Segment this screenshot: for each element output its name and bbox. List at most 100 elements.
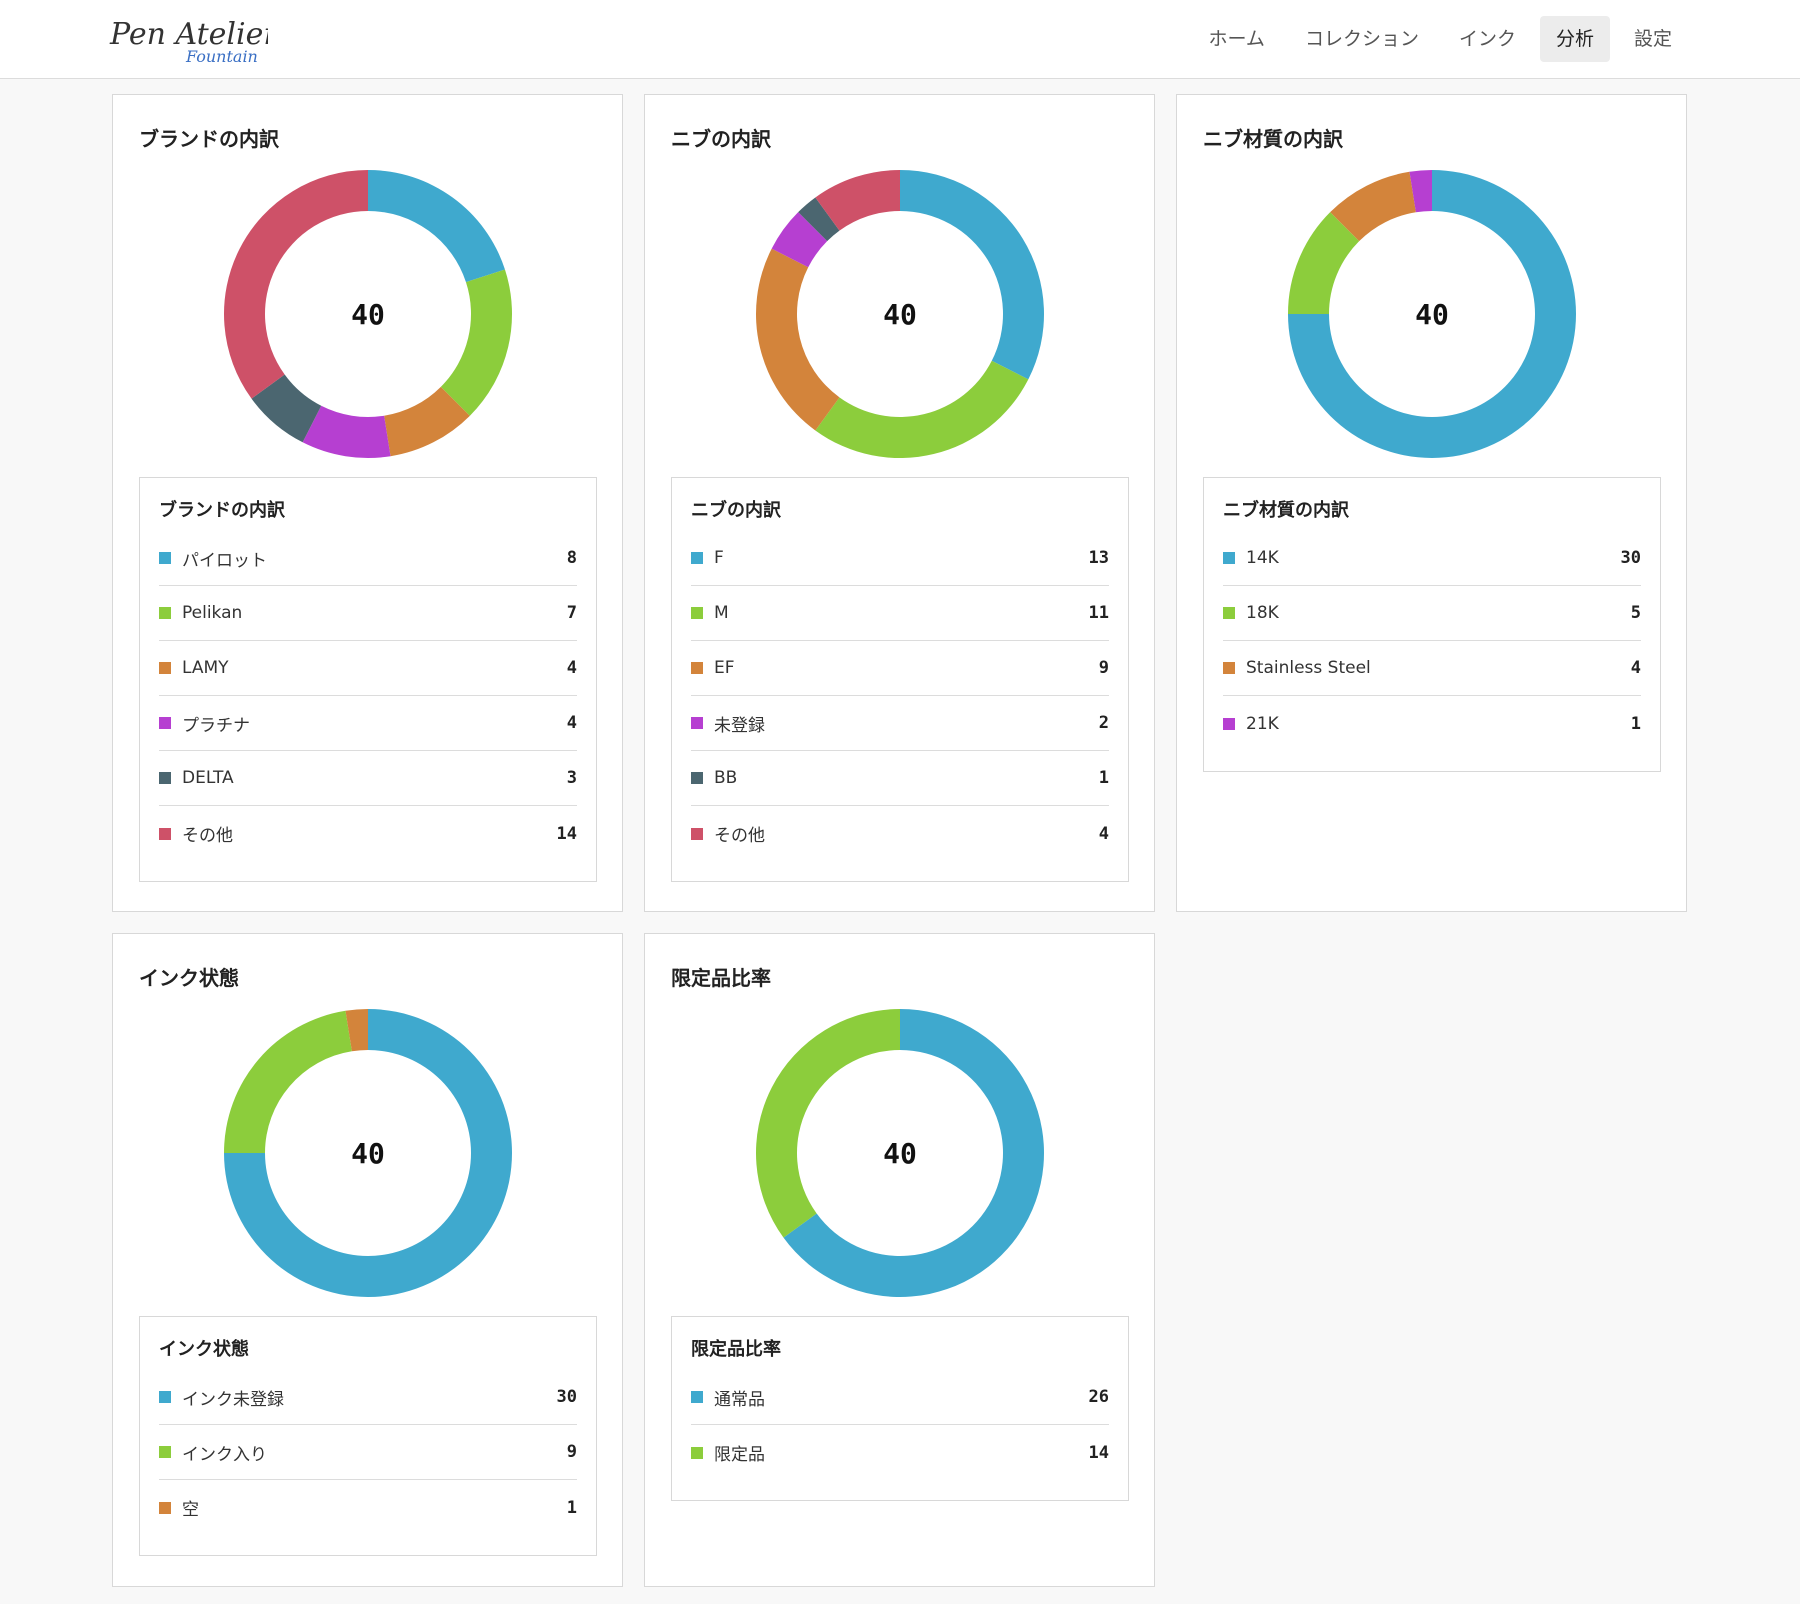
legend-title: ブランドの内訳 xyxy=(159,500,285,521)
app-header: Pen Atelier Fountain ホーム コレクション インク 分析 設… xyxy=(0,0,1800,79)
legend-swatch xyxy=(159,717,171,729)
legend-value: 13 xyxy=(1088,548,1109,568)
legend-row: M 11 xyxy=(691,586,1109,641)
legend-value: 14 xyxy=(1088,1442,1109,1463)
donut-slice-1[interactable] xyxy=(224,1010,352,1153)
donut-slice-1[interactable] xyxy=(1288,212,1360,314)
legend-row: 21K 1 xyxy=(1223,696,1641,751)
donut-slice-2[interactable] xyxy=(384,386,470,457)
legend-title: インク状態 xyxy=(159,1339,249,1360)
donut-slice-2[interactable] xyxy=(756,248,840,431)
legend-value: 4 xyxy=(1630,658,1641,678)
legend-row: 未登録 2 xyxy=(691,696,1109,751)
card-title: ブランドの内訳 xyxy=(139,127,279,151)
legend-swatch xyxy=(691,552,703,564)
donut-slice-3[interactable] xyxy=(302,405,391,458)
legend-swatch xyxy=(159,662,171,674)
legend-label: 限定品 xyxy=(714,1445,765,1465)
legend-row: プラチナ 4 xyxy=(159,696,577,751)
legend-label: その他 xyxy=(714,826,765,846)
legend-value: 2 xyxy=(1098,713,1109,733)
legend-label: DELTA xyxy=(182,768,234,788)
donut-total: 40 xyxy=(351,298,385,331)
nib-donut-chart: 40 xyxy=(756,170,1044,458)
brand-donut-chart: 40 xyxy=(223,170,512,458)
nav-ink[interactable]: インク xyxy=(1458,28,1516,50)
nib-legend: ニブの内訳 F 13 M 11 EF 9 未登録 2 BB 1 その他 4 xyxy=(671,477,1129,882)
nav-collection[interactable]: コレクション xyxy=(1304,28,1419,50)
legend-label: F xyxy=(714,548,724,568)
brand-breakdown-card: ブランドの内訳 40 ブランドの内訳 パイロット 8 Pelikan 7 LAMY 4 プラ… xyxy=(112,94,623,912)
legend-row: インク入り 9 xyxy=(159,1425,577,1480)
legend-value: 5 xyxy=(1630,603,1641,623)
donut-slice-5[interactable] xyxy=(223,170,368,399)
legend-label: 14K xyxy=(1246,548,1279,568)
ink-status-legend: インク状態 インク未登録 30 インク入り 9 空 1 xyxy=(139,1316,597,1556)
legend-swatch xyxy=(1223,552,1235,564)
donut-slice-5[interactable] xyxy=(815,170,900,231)
legend-label: 空 xyxy=(182,1500,199,1520)
legend-row: BB 1 xyxy=(691,751,1109,806)
pen-atelier-logo[interactable]: Pen Atelier Fountain xyxy=(108,10,268,68)
legend-row: その他 4 xyxy=(691,806,1109,861)
legend-row: 通常品 26 xyxy=(691,1370,1109,1425)
donut-slice-1[interactable] xyxy=(756,1009,900,1238)
legend-row: インク未登録 30 xyxy=(159,1370,577,1425)
nav-settings[interactable]: 設定 xyxy=(1633,28,1672,50)
legend-label: インク未登録 xyxy=(182,1389,284,1410)
nav-analysis[interactable]: 分析 xyxy=(1539,16,1610,62)
legend-row: Stainless Steel 4 xyxy=(1223,641,1641,696)
donut-slice-2[interactable] xyxy=(1330,171,1416,242)
donut-slice-3[interactable] xyxy=(771,212,828,268)
legend-value: 4 xyxy=(566,658,577,678)
legend-value: 11 xyxy=(1088,603,1109,623)
legend-title: 限定品比率 xyxy=(691,1339,781,1360)
nib-material-legend: ニブ材質の内訳 14K 30 18K 5 Stainless Steel 4 21K 1 xyxy=(1203,477,1661,772)
legend-swatch xyxy=(1223,662,1235,674)
nav-home[interactable]: ホーム xyxy=(1208,28,1265,50)
card-title: ニブの内訳 xyxy=(671,127,771,151)
legend-value: 1 xyxy=(566,1497,577,1518)
donut-slice-2[interactable] xyxy=(345,1009,368,1052)
donut-slice-3[interactable] xyxy=(1409,170,1432,213)
legend-row: LAMY 4 xyxy=(159,641,577,696)
legend-swatch xyxy=(691,662,703,674)
donut-slice-4[interactable] xyxy=(798,197,840,242)
legend-label: Stainless Steel xyxy=(1246,658,1371,678)
legend-row: 14K 30 xyxy=(1223,531,1641,586)
legend-label: 18K xyxy=(1246,603,1279,623)
legend-swatch xyxy=(691,1446,703,1459)
legend-label: BB xyxy=(714,768,738,788)
legend-value: 8 xyxy=(566,548,577,568)
legend-value: 7 xyxy=(566,603,577,623)
legend-swatch xyxy=(1223,607,1235,619)
donut-slice-1[interactable] xyxy=(815,360,1029,458)
legend-label: EF xyxy=(714,658,735,678)
donut-total: 40 xyxy=(351,1137,385,1170)
card-title: インク状態 xyxy=(139,966,239,990)
legend-row: F 13 xyxy=(691,531,1109,586)
legend-swatch xyxy=(691,717,703,729)
donut-slice-4[interactable] xyxy=(251,374,322,443)
legend-row: その他 14 xyxy=(159,806,577,861)
legend-swatch xyxy=(691,772,703,784)
legend-label: パイロット xyxy=(182,550,267,571)
donut-slice-0[interactable] xyxy=(368,170,505,283)
legend-swatch xyxy=(159,1501,171,1514)
legend-swatch xyxy=(159,1391,171,1403)
ink-status-card: インク状態 40 インク状態 インク未登録 30 インク入り 9 空 1 xyxy=(112,933,623,1587)
legend-row: 限定品 14 xyxy=(691,1425,1109,1480)
donut-total: 40 xyxy=(883,298,917,331)
donut-slice-0[interactable] xyxy=(900,170,1044,380)
legend-value: 14 xyxy=(556,823,577,844)
legend-label: 21K xyxy=(1246,713,1279,734)
legend-label: 未登録 xyxy=(714,715,765,736)
donut-total: 40 xyxy=(1415,298,1449,331)
donut-slice-1[interactable] xyxy=(440,269,512,416)
legend-swatch xyxy=(159,827,171,840)
donut-slice-0[interactable] xyxy=(783,1009,1044,1297)
limited-ratio-donut-chart: 40 xyxy=(756,1009,1044,1297)
legend-label: M xyxy=(714,603,729,623)
legend-row: 18K 5 xyxy=(1223,586,1641,641)
